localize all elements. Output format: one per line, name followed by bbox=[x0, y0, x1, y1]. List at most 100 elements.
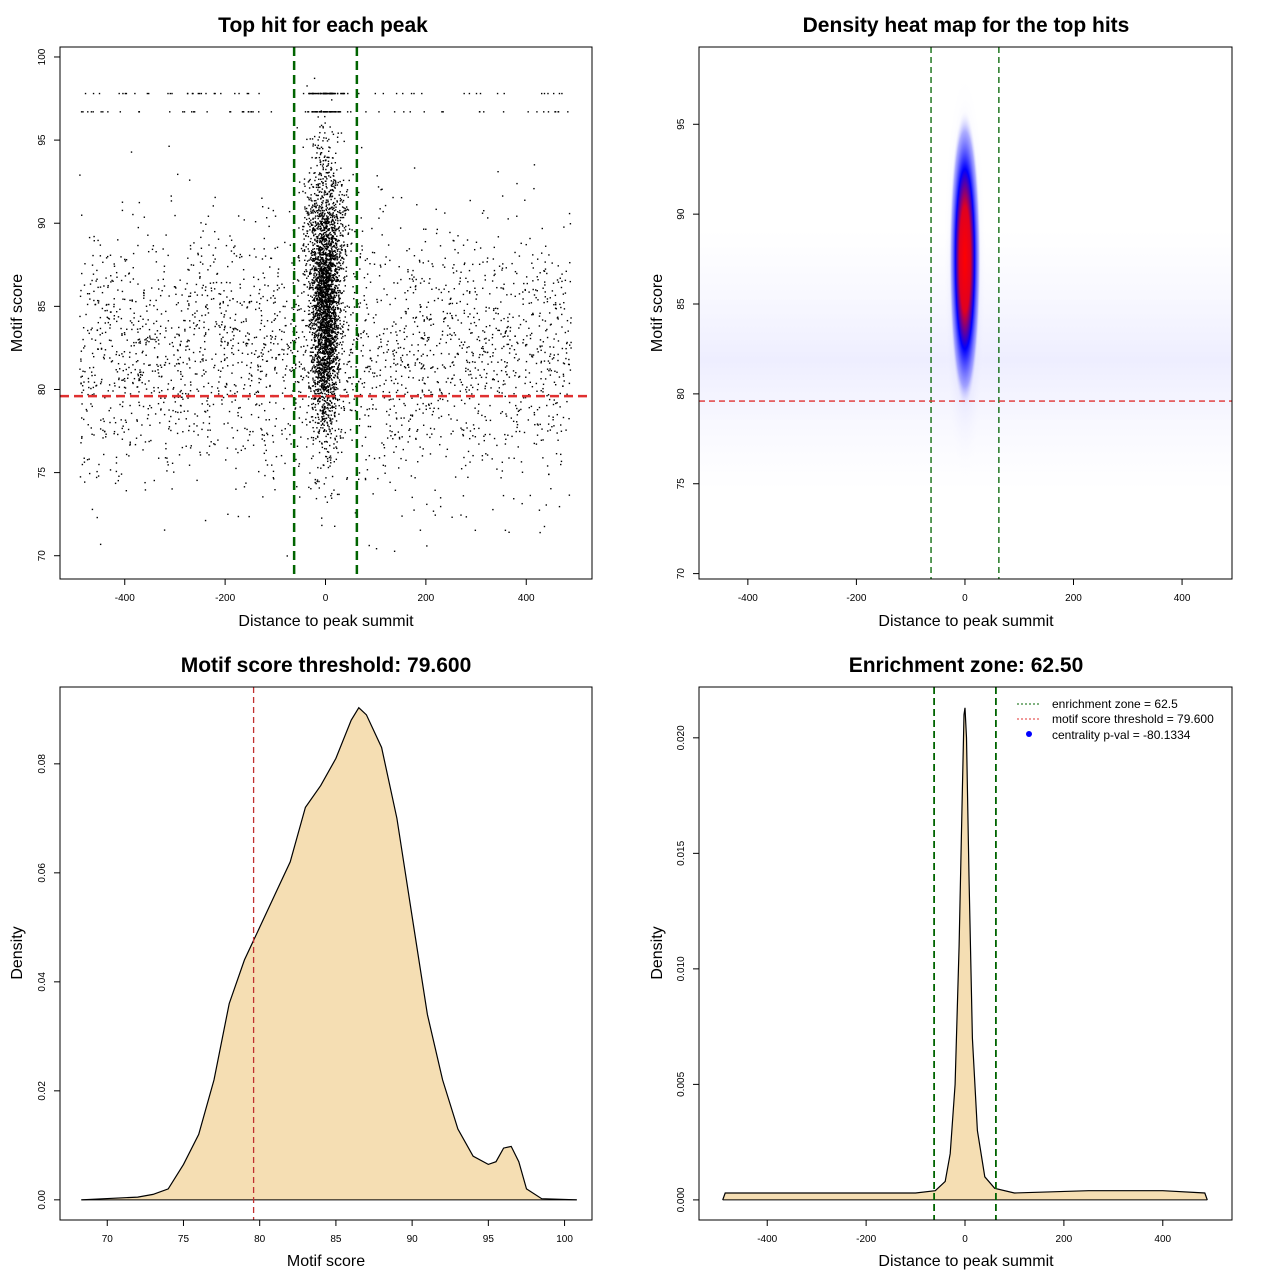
scatter-point bbox=[395, 323, 397, 325]
scatter-point bbox=[88, 236, 91, 239]
scatter-point bbox=[267, 350, 270, 353]
scatter-point bbox=[317, 301, 319, 303]
scatter-point bbox=[129, 441, 131, 443]
scatter-point bbox=[536, 409, 539, 411]
scatter-point bbox=[424, 240, 427, 243]
scatter-point bbox=[313, 205, 315, 208]
scatter-point bbox=[421, 337, 424, 340]
scatter-point bbox=[210, 298, 213, 300]
scatter-point bbox=[532, 280, 534, 282]
scatter-point bbox=[322, 356, 324, 359]
scatter-point bbox=[556, 279, 559, 281]
scatter-point bbox=[474, 407, 476, 409]
scatter-point bbox=[472, 354, 474, 357]
scatter-point bbox=[335, 337, 337, 339]
scatter-point bbox=[276, 289, 279, 291]
scatter-point bbox=[347, 361, 349, 363]
scatter-point bbox=[108, 318, 111, 320]
scatter-point bbox=[249, 294, 252, 297]
scatter-point bbox=[318, 209, 320, 212]
scatter-point bbox=[322, 252, 325, 254]
scatter-point bbox=[307, 371, 309, 374]
scatter-point bbox=[317, 355, 320, 357]
scatter-point bbox=[311, 319, 313, 322]
scatter-point bbox=[483, 368, 485, 371]
scatter-point bbox=[187, 268, 189, 271]
scatter-point bbox=[334, 270, 337, 273]
scatter-point bbox=[118, 377, 120, 379]
scatter-point bbox=[348, 179, 350, 182]
scatter-point bbox=[324, 355, 327, 358]
scatter-point bbox=[324, 284, 327, 287]
scatter-point bbox=[285, 365, 288, 367]
scatter-point bbox=[263, 248, 265, 250]
scatter-point bbox=[323, 369, 325, 371]
scatter-point bbox=[325, 259, 328, 262]
scatter-point bbox=[339, 280, 342, 282]
scatter-point bbox=[347, 233, 349, 235]
scatter-point bbox=[81, 214, 83, 216]
scatter-point bbox=[475, 377, 477, 379]
scatter-point bbox=[405, 459, 407, 461]
scatter-point bbox=[179, 391, 181, 393]
scatter-point bbox=[257, 390, 259, 393]
scatter-point bbox=[231, 347, 233, 350]
scatter-point bbox=[474, 291, 477, 293]
scatter-point bbox=[359, 256, 361, 258]
scatter-point bbox=[398, 467, 400, 469]
scatter-point bbox=[560, 286, 563, 289]
scatter-point bbox=[342, 400, 345, 403]
scatter-point bbox=[258, 292, 260, 295]
scatter-point bbox=[188, 179, 191, 181]
scatter-point bbox=[543, 270, 546, 272]
scatter-point bbox=[188, 357, 190, 359]
scatter-point bbox=[319, 228, 321, 230]
scatter-point bbox=[324, 282, 326, 284]
scatter-point bbox=[431, 288, 433, 290]
scatter-point bbox=[411, 414, 414, 416]
scatter-point bbox=[87, 393, 89, 396]
scatter-point bbox=[310, 347, 312, 349]
scatter-point bbox=[211, 386, 213, 388]
scatter-point bbox=[565, 429, 567, 431]
scatter-point bbox=[423, 320, 425, 322]
scatter-point bbox=[334, 397, 337, 399]
scatter-point bbox=[332, 349, 335, 352]
scatter-point bbox=[330, 180, 333, 182]
scatter-point bbox=[334, 346, 336, 349]
scatter-point bbox=[542, 341, 545, 343]
scatter-point bbox=[375, 361, 378, 363]
scatter-point bbox=[413, 509, 415, 511]
scatter-point bbox=[334, 162, 337, 164]
scatter-point bbox=[188, 464, 191, 466]
scatter-point bbox=[330, 326, 332, 328]
scatter-point bbox=[328, 211, 331, 214]
scatter-point bbox=[549, 346, 551, 348]
scatter-point bbox=[395, 417, 398, 419]
scatter-point bbox=[302, 190, 304, 193]
scatter-point bbox=[451, 378, 453, 380]
scatter-point bbox=[448, 414, 450, 416]
scatter-point bbox=[294, 407, 297, 409]
scatter-point bbox=[281, 348, 283, 351]
scatter-point bbox=[260, 310, 262, 312]
scatter-point bbox=[503, 283, 505, 285]
scatter-point bbox=[324, 302, 327, 304]
scatter-point bbox=[291, 307, 293, 309]
scatter-point bbox=[562, 375, 565, 377]
scatter-point bbox=[221, 341, 223, 343]
scatter-point bbox=[333, 237, 336, 240]
scatter-point bbox=[484, 433, 487, 436]
scatter-point bbox=[328, 328, 330, 330]
scatter-point bbox=[153, 322, 155, 325]
scatter-point bbox=[330, 462, 332, 464]
scatter-point bbox=[265, 386, 268, 388]
scatter-point bbox=[148, 364, 150, 366]
scatter-point bbox=[247, 353, 249, 355]
scatter-point bbox=[503, 317, 505, 320]
scatter-point bbox=[546, 298, 549, 300]
scatter-point bbox=[271, 356, 273, 359]
scatter-point bbox=[318, 381, 320, 384]
scatter-point bbox=[335, 215, 337, 218]
scatter-point bbox=[239, 330, 241, 332]
